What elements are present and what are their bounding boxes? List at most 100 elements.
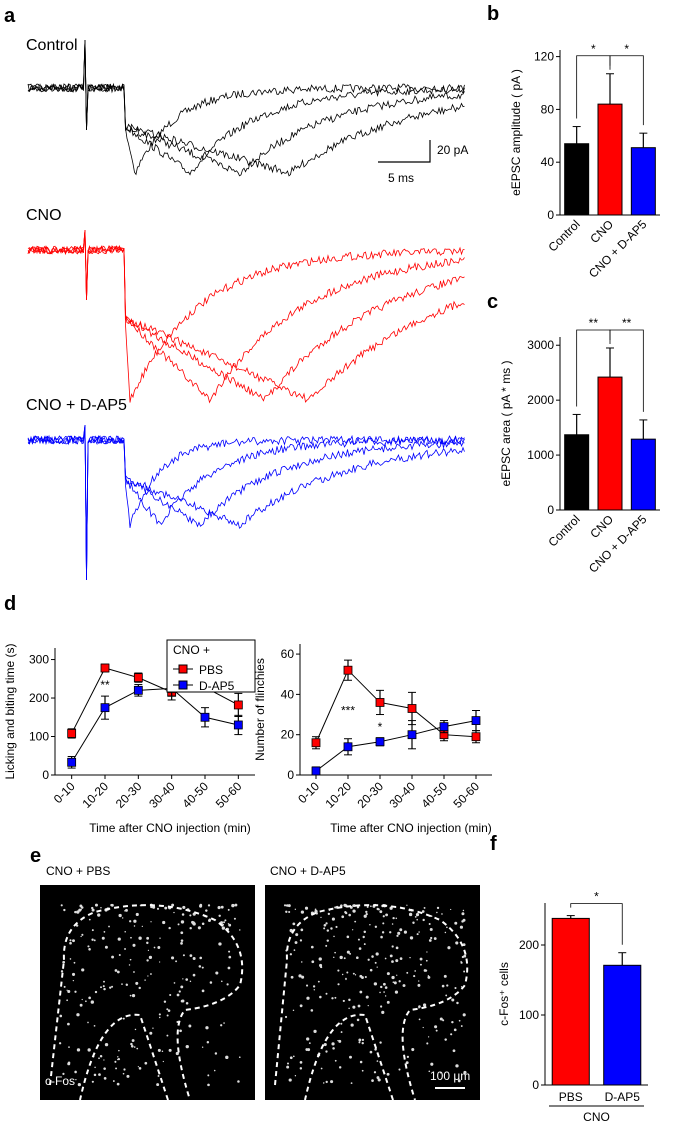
cell-dot [461,912,465,916]
cell-dot [379,910,383,914]
cell-dot [198,965,202,968]
cell-dot [369,923,371,926]
cell-dot [386,1072,390,1076]
cell-dot [88,996,91,1000]
cell-dot [69,958,72,960]
trace [27,424,465,581]
cell-dot [411,1048,415,1052]
x-tick-label: CNO [587,512,616,541]
cell-dot [111,955,115,959]
cell-dot [305,984,309,987]
cell-dot [428,1070,431,1073]
cell-dot [67,1062,71,1066]
cell-dot [343,957,346,960]
y-axis-label: Number of flinchies [253,658,267,761]
cell-dot [382,982,386,986]
cell-dot [462,909,465,912]
y-tick-label: 200 [519,938,539,952]
cell-dot [399,928,403,932]
cell-dot [444,931,447,934]
cell-dot [453,1028,457,1032]
cell-dot [455,941,457,944]
cell-dot [146,959,149,962]
cell-dot [228,950,231,953]
cell-dot [122,917,124,919]
cell-dot [138,1067,142,1070]
legend-swatch [178,664,188,674]
x-tick-label: Control [546,217,583,254]
x-tick-label: Control [546,512,583,549]
cell-dot [334,951,336,954]
legend-title: CNO + [173,643,210,657]
cell-dot [446,926,448,929]
cell-dot [217,906,221,910]
cell-dot [76,1013,80,1017]
x-tick-label: 40-50 [180,779,212,811]
cell-dot [393,981,397,985]
cell-dot [339,955,343,960]
cell-dot [103,1077,107,1080]
cell-dot [462,1013,466,1017]
cell-dot [382,915,385,918]
x-tick-label: 20-30 [113,779,145,811]
cell-dot [75,924,79,927]
cell-dot [66,999,68,1002]
cell-dot [199,956,203,960]
cell-dot [158,1013,161,1016]
cell-dot [367,1004,369,1007]
y-tick-label: 200 [29,691,49,705]
cell-dot [59,1014,63,1018]
cell-dot [325,1080,328,1084]
cell-dot [178,990,181,993]
cell-dot [68,1046,70,1048]
cell-dot [337,1039,339,1042]
sig-label: * [591,42,596,56]
cell-dot [91,929,94,932]
cell-dot [359,990,363,994]
cell-dot [377,1078,381,1082]
cell-dot [146,936,150,940]
y-tick-label: 0 [532,1078,539,1092]
cell-dot [179,1029,182,1033]
cell-dot [338,1066,342,1069]
cell-dot [76,1048,81,1052]
cell-dot [114,969,118,972]
cell-dot [176,993,180,997]
x-tick-label: 10-20 [80,779,112,811]
cell-dot [167,1009,171,1012]
cell-dot [285,904,289,907]
cell-dot [462,943,466,947]
cell-dot [286,1065,290,1069]
bar [564,143,590,216]
sig-label: *** [341,704,355,718]
cell-dot [87,1048,91,1052]
y-axis-label: c-Fos⁺ cells [497,962,511,1026]
cell-dot [333,956,335,959]
sig-label: * [594,890,599,904]
cell-dot [454,986,457,990]
cell-dot [340,1031,343,1034]
cell-dot [457,1079,461,1083]
cell-dot [284,904,286,907]
trace [27,424,465,581]
point [100,703,110,713]
cell-dot [152,905,156,909]
series-line [315,669,477,743]
cell-dot [238,1056,241,1059]
bar [564,434,590,511]
cell-dot [319,995,322,999]
cell-dot [189,980,192,983]
cell-dot [419,957,423,961]
cell-dot [440,1072,442,1074]
cell-dot [352,909,356,913]
y-tick-label: 0 [287,768,294,782]
cell-dot [74,990,77,993]
cell-dot [122,1072,125,1075]
cell-dot [201,1046,204,1048]
cell-dot [189,954,193,957]
sig-label: ** [589,316,599,330]
cell-dot [361,1069,364,1072]
cell-dot [352,929,354,931]
x-tick-label: D-AP5 [605,1090,641,1104]
cell-dot [441,913,443,915]
